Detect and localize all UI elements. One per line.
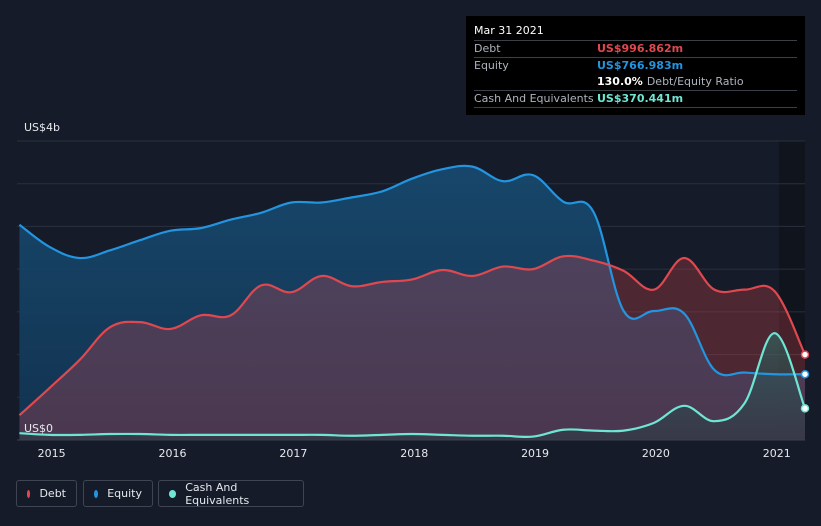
legend-debt-label: Debt [39, 487, 66, 500]
debt-endpoint [800, 350, 810, 359]
tooltip-cash-row: Cash And Equivalents US$370.441m [474, 90, 797, 107]
tooltip-ratio-label: Debt/Equity Ratio [646, 75, 744, 88]
cash-dot-icon [169, 489, 177, 498]
legend-debt[interactable]: Debt [16, 480, 77, 507]
x-tick-label: 2021 [763, 447, 791, 460]
tooltip-debt-value: US$996.862m [597, 42, 684, 55]
equity-area [19, 165, 806, 441]
cash-line [19, 332, 807, 439]
tooltip-date: Mar 31 2021 [474, 24, 544, 37]
x-tick-label: 2019 [521, 447, 549, 460]
tooltip-cash-label: Cash And Equivalents [474, 92, 594, 105]
x-tick-label: 2020 [642, 447, 670, 460]
x-tick-label: 2017 [279, 447, 307, 460]
x-tick-label: 2015 [38, 447, 66, 460]
tooltip-equity-label: Equity [474, 59, 509, 72]
cash-endpoint [800, 404, 810, 413]
series-areas [19, 165, 806, 441]
cash-area [19, 333, 806, 440]
series-endpoints [800, 350, 810, 413]
legend-cash-label: Cash And Equivalents [185, 480, 250, 507]
equity-dot-icon [94, 489, 99, 498]
x-tick-label: 2016 [158, 447, 186, 460]
tooltip-cash-value: US$370.441m [597, 92, 684, 105]
y-axis-label-top: US$4b [24, 121, 61, 134]
x-tick-label: 2018 [400, 447, 428, 460]
legend-equity-label: Equity [107, 487, 142, 500]
equity-endpoint [800, 369, 810, 379]
tooltip-ratio-row: 130.0% Debt/Equity Ratio [474, 74, 797, 90]
debt-line [18, 254, 806, 417]
x-axis-ticks: 2015 2016 2017 2018 2019 2020 2021 [38, 447, 791, 460]
debt-area [19, 255, 806, 440]
tooltip-ratio-value: 130.0% [597, 75, 643, 88]
tooltip: Mar 31 2021 Debt US$996.862m Equity US$7… [466, 16, 805, 115]
tooltip-debt-row: Debt US$996.862m [474, 40, 797, 57]
y-axis-label-zero: US$0 [24, 422, 54, 435]
legend-cash[interactable]: Cash And Equivalents [158, 480, 304, 507]
tooltip-equity-value: US$766.983m [597, 59, 684, 72]
equity-line [18, 164, 806, 377]
legend-equity[interactable]: Equity [83, 480, 153, 507]
series-lines [18, 164, 807, 439]
tooltip-debt-label: Debt [474, 42, 501, 55]
tooltip-equity-row: Equity US$766.983m [474, 57, 797, 74]
debt-dot-icon [27, 489, 31, 498]
